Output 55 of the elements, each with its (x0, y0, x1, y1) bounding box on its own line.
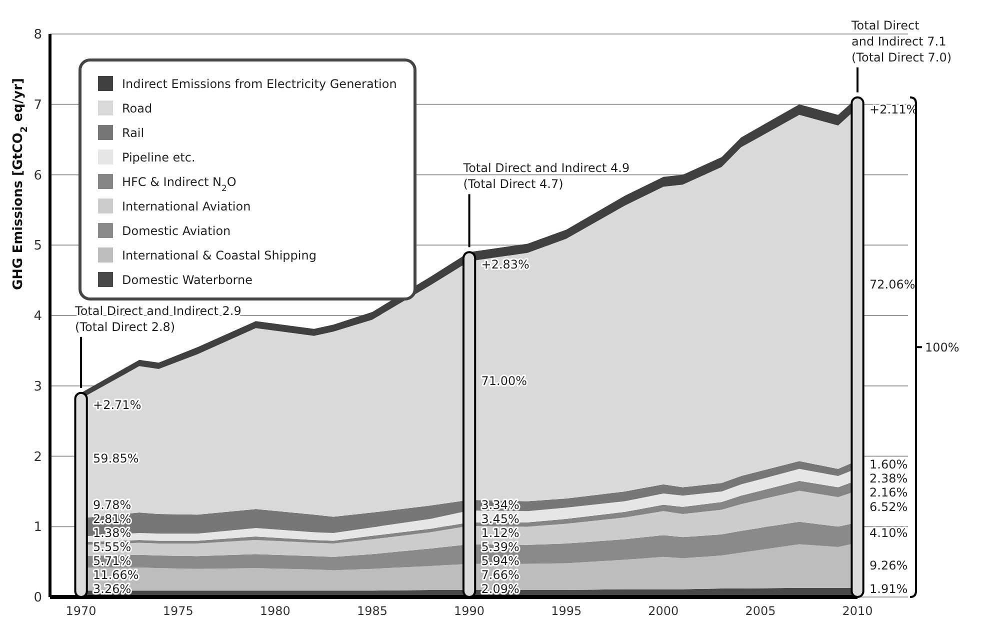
annotation: 1.12% (481, 526, 520, 540)
legend-label: Indirect Emissions from Electricity Generation (122, 77, 397, 92)
x-tick-label: 1985 (356, 604, 388, 618)
annotation: 72.06% (870, 277, 916, 292)
legend-label: International Aviation (122, 200, 251, 214)
annotation: 6.52% (870, 500, 908, 514)
annotation: 5.71% (93, 554, 132, 568)
x-tick-label: 1990 (454, 604, 485, 618)
x-tick-label: 2010 (842, 604, 873, 618)
y-tick-label: 5 (34, 238, 42, 254)
legend-label: HFC & Indirect N$_{2}$O (122, 175, 236, 194)
annotation: Total Direct and Indirect 2.9 (Total Direct 2.8) (74, 304, 242, 334)
annotation: 1.91% (870, 582, 908, 596)
annotation: 9.78% (93, 498, 132, 512)
y-tick-label: 1 (34, 520, 42, 536)
legend-label: Domestic Waterborne (122, 273, 252, 288)
annotation: 1.60% (870, 458, 908, 472)
annotation: 2.81% (93, 512, 132, 526)
y-tick-label: 7 (34, 98, 42, 113)
legend-label: International & Coastal Shipping (122, 248, 316, 263)
x-tick-label: 2005 (745, 604, 776, 618)
x-tick-label: 2000 (648, 604, 679, 618)
y-tick-label: 3 (34, 379, 42, 394)
annotation: 3.45% (481, 512, 520, 526)
annotation: 59.85% (93, 452, 139, 466)
y-tick-label: 2 (34, 450, 42, 465)
annotation: +2.11% (870, 102, 918, 117)
x-tick-label: 1975 (162, 604, 194, 618)
annotation: 11.66% (93, 568, 139, 582)
annotation: Total Direct and Indirect 7.1 (Total Direct 7.0) (850, 18, 952, 64)
annotation: +2.83% (481, 257, 530, 272)
y-tick-label: 8 (34, 28, 42, 43)
annotation: 5.94% (481, 554, 520, 568)
x-tick-label: 1970 (66, 604, 96, 618)
annotation: Total Direct and Indirect 4.9 (Total Direct 4.7) (462, 161, 630, 192)
annotation: +2.71% (93, 398, 142, 412)
y-tick-label: 6 (34, 168, 42, 184)
y-tick-label: 0 (34, 590, 42, 606)
annotation: 2.38% (870, 472, 908, 486)
legend-label: Domestic Aviation (122, 224, 231, 238)
annotation: 3.34% (481, 498, 520, 512)
annotation: 9.26% (870, 558, 908, 573)
legend-label: Pipeline etc. (122, 150, 196, 165)
annotation: 5.39% (481, 540, 520, 554)
x-tick-label: 1980 (260, 604, 290, 618)
legend-label: Rail (122, 126, 144, 140)
x-tick-label: 1995 (551, 604, 582, 618)
annotation: 71.00% (481, 374, 528, 388)
text: 100% (925, 340, 960, 354)
annotation: 4.10% (870, 526, 908, 540)
annotation: 5.55% (93, 540, 132, 554)
legend-label: Road (122, 102, 152, 116)
annotation: 7.66% (481, 568, 520, 582)
y-tick-label: 4 (34, 309, 42, 324)
annotation: 2.16% (870, 486, 908, 500)
